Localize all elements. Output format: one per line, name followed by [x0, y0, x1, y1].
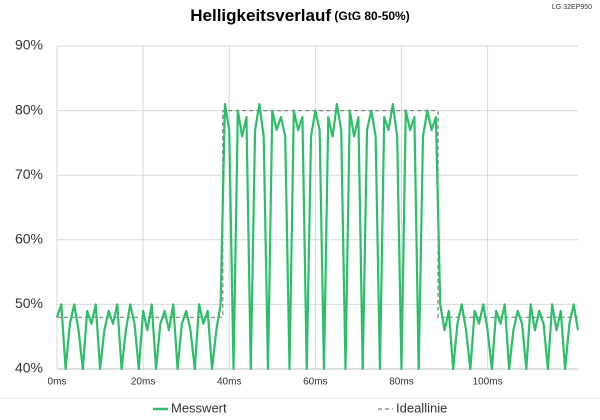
x-tick-label: 0ms	[48, 377, 67, 388]
corner-label: LG 32EP950	[552, 4, 592, 11]
chart-title: Helligkeitsverlauf (GtG 80-50%)	[190, 6, 409, 25]
legend-label: Ideallinie	[396, 400, 447, 415]
x-tick-label: 80ms	[389, 377, 413, 388]
subtitle: (GtG 80-50%)	[334, 9, 409, 23]
x-tick-label: 60ms	[303, 377, 327, 388]
x-tick-label: 100ms	[473, 377, 503, 388]
y-tick-label: 90%	[15, 37, 43, 53]
y-tick-label: 50%	[15, 295, 43, 311]
y-tick-label: 70%	[15, 166, 43, 182]
measured-line	[55, 103, 580, 371]
legend-label: Messwert	[171, 400, 227, 415]
y-tick-label: 60%	[15, 231, 43, 247]
title: Helligkeitsverlauf	[190, 6, 331, 25]
x-tick-label: 40ms	[217, 377, 241, 388]
x-tick-label: 20ms	[131, 377, 155, 388]
y-tick-label: 80%	[15, 101, 43, 117]
y-tick-label: 40%	[15, 360, 43, 376]
